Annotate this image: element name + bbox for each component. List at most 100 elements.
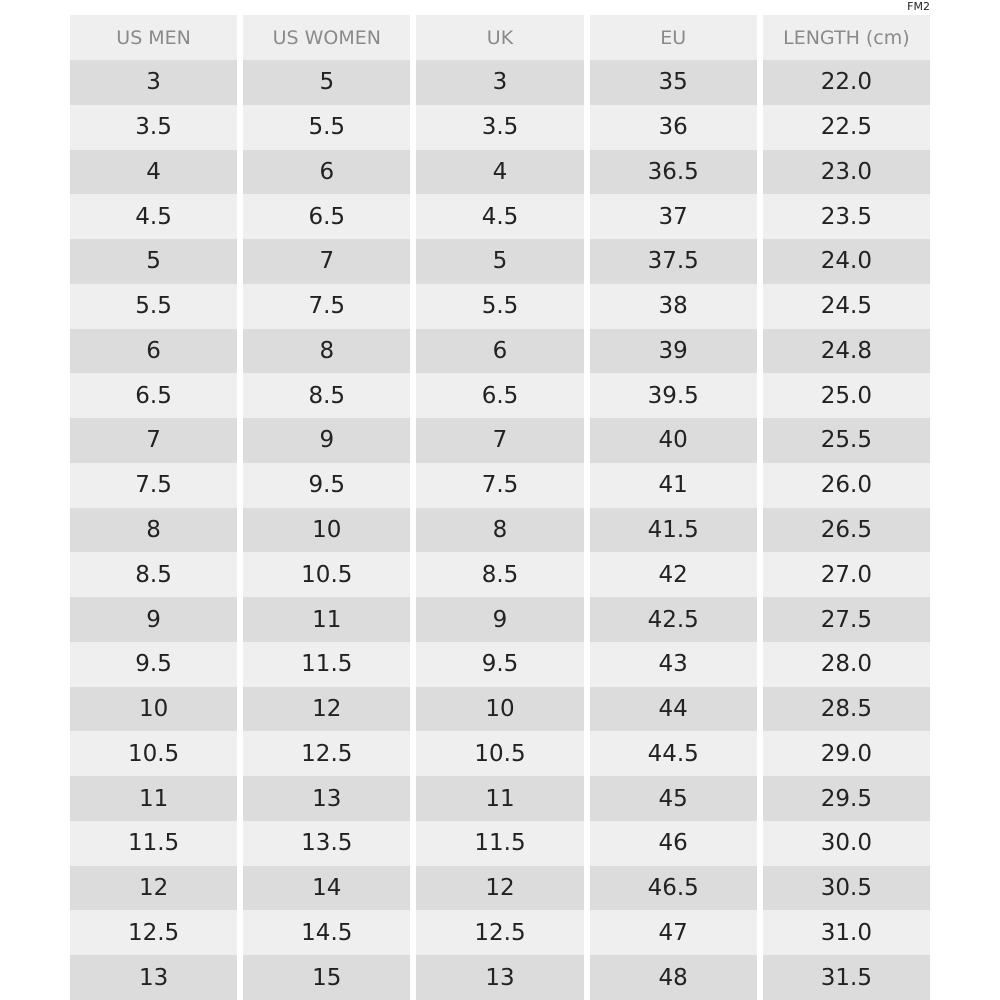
table-cell: 13: [70, 955, 238, 1000]
table-cell: 11: [70, 776, 238, 821]
table-cell: 23.0: [762, 149, 930, 195]
table-cell: 41: [589, 462, 757, 508]
column-header: LENGTH (cm): [762, 15, 930, 60]
table-cell: 30.5: [762, 865, 930, 911]
table-cell: 10: [416, 686, 584, 732]
table-cell: 4.5: [70, 194, 238, 240]
table-cell: 4.5: [416, 194, 584, 240]
table-cell: 12: [243, 686, 411, 732]
table-cell: 39.5: [589, 373, 757, 419]
table-cell: 8.5: [243, 373, 411, 419]
table-cell: 9: [243, 418, 411, 463]
table-cell: 8.5: [416, 552, 584, 598]
table-cell: 22.5: [762, 104, 930, 150]
table-cell: 25.0: [762, 373, 930, 419]
table-cell: 24.8: [762, 328, 930, 374]
table-cell: 5.5: [243, 104, 411, 150]
table-cell: 29.5: [762, 776, 930, 821]
table-cell: 46: [589, 820, 757, 866]
table-cell: 7.5: [70, 462, 238, 508]
table-cell: 11.5: [70, 820, 238, 866]
table-cell: 27.0: [762, 552, 930, 598]
table-cell: 6.5: [243, 194, 411, 240]
table-cell: 7.5: [243, 283, 411, 329]
table-cell: 31.0: [762, 910, 930, 956]
table-cell: 47: [589, 910, 757, 956]
table-cell: 6: [416, 328, 584, 374]
table-cell: 11: [243, 597, 411, 642]
table-cell: 10.5: [243, 552, 411, 598]
table-cell: 3.5: [70, 104, 238, 150]
table-cell: 10.5: [70, 731, 238, 777]
table-cell: 9: [416, 597, 584, 642]
table-cell: 13: [243, 776, 411, 821]
table-cell: 14: [243, 865, 411, 911]
table-cell: 9.5: [416, 641, 584, 687]
table-cell: 4: [70, 149, 238, 195]
table-cell: 6: [70, 328, 238, 374]
table-cell: 35: [589, 60, 757, 105]
table-cell: 3: [416, 60, 584, 105]
chart-code: FM2: [907, 0, 930, 13]
table-cell: 43: [589, 641, 757, 687]
table-cell: 5: [416, 239, 584, 284]
table-cell: 39: [589, 328, 757, 374]
table-cell: 41.5: [589, 507, 757, 553]
table-cell: 15: [243, 955, 411, 1000]
table-cell: 12.5: [70, 910, 238, 956]
table-cell: 12.5: [243, 731, 411, 777]
table-cell: 44: [589, 686, 757, 732]
table-cell: 48: [589, 955, 757, 1000]
table-cell: 37.5: [589, 239, 757, 284]
table-cell: 7.5: [416, 462, 584, 508]
table-cell: 13.5: [243, 820, 411, 866]
table-cell: 13: [416, 955, 584, 1000]
table-cell: 26.0: [762, 462, 930, 508]
table-cell: 46.5: [589, 865, 757, 911]
table-cell: 5: [70, 239, 238, 284]
table-cell: 27.5: [762, 597, 930, 642]
table-cell: 4: [416, 149, 584, 195]
table-cell: 28.5: [762, 686, 930, 732]
table-cell: 37: [589, 194, 757, 240]
table-cell: 9: [70, 597, 238, 642]
table-cell: 5: [243, 60, 411, 105]
table-cell: 11.5: [416, 820, 584, 866]
table-cell: 42: [589, 552, 757, 598]
table-cell: 10: [243, 507, 411, 553]
table-cell: 5.5: [70, 283, 238, 329]
table-cell: 9.5: [70, 641, 238, 687]
table-cell: 30.0: [762, 820, 930, 866]
table-cell: 28.0: [762, 641, 930, 687]
table-cell: 10: [70, 686, 238, 732]
table-cell: 5.5: [416, 283, 584, 329]
table-cell: 8: [416, 507, 584, 553]
table-cell: 11.5: [243, 641, 411, 687]
table-cell: 12.5: [416, 910, 584, 956]
table-cell: 24.0: [762, 239, 930, 284]
table-cell: 44.5: [589, 731, 757, 777]
table-cell: 45: [589, 776, 757, 821]
table-cell: 31.5: [762, 955, 930, 1000]
table-cell: 36: [589, 104, 757, 150]
table-cell: 36.5: [589, 149, 757, 195]
table-cell: 7: [70, 418, 238, 463]
table-cell: 29.0: [762, 731, 930, 777]
table-cell: 3: [70, 60, 238, 105]
table-cell: 14.5: [243, 910, 411, 956]
table-cell: 8: [243, 328, 411, 374]
table-cell: 7: [243, 239, 411, 284]
column-header: US WOMEN: [243, 15, 411, 60]
table-cell: 11: [416, 776, 584, 821]
column-header: EU: [589, 15, 757, 60]
table-cell: 42.5: [589, 597, 757, 642]
table-cell: 9.5: [243, 462, 411, 508]
table-cell: 6.5: [70, 373, 238, 419]
column-header: UK: [416, 15, 584, 60]
table-cell: 6: [243, 149, 411, 195]
table-cell: 7: [416, 418, 584, 463]
table-cell: 8.5: [70, 552, 238, 598]
table-cell: 22.0: [762, 60, 930, 105]
table-cell: 3.5: [416, 104, 584, 150]
